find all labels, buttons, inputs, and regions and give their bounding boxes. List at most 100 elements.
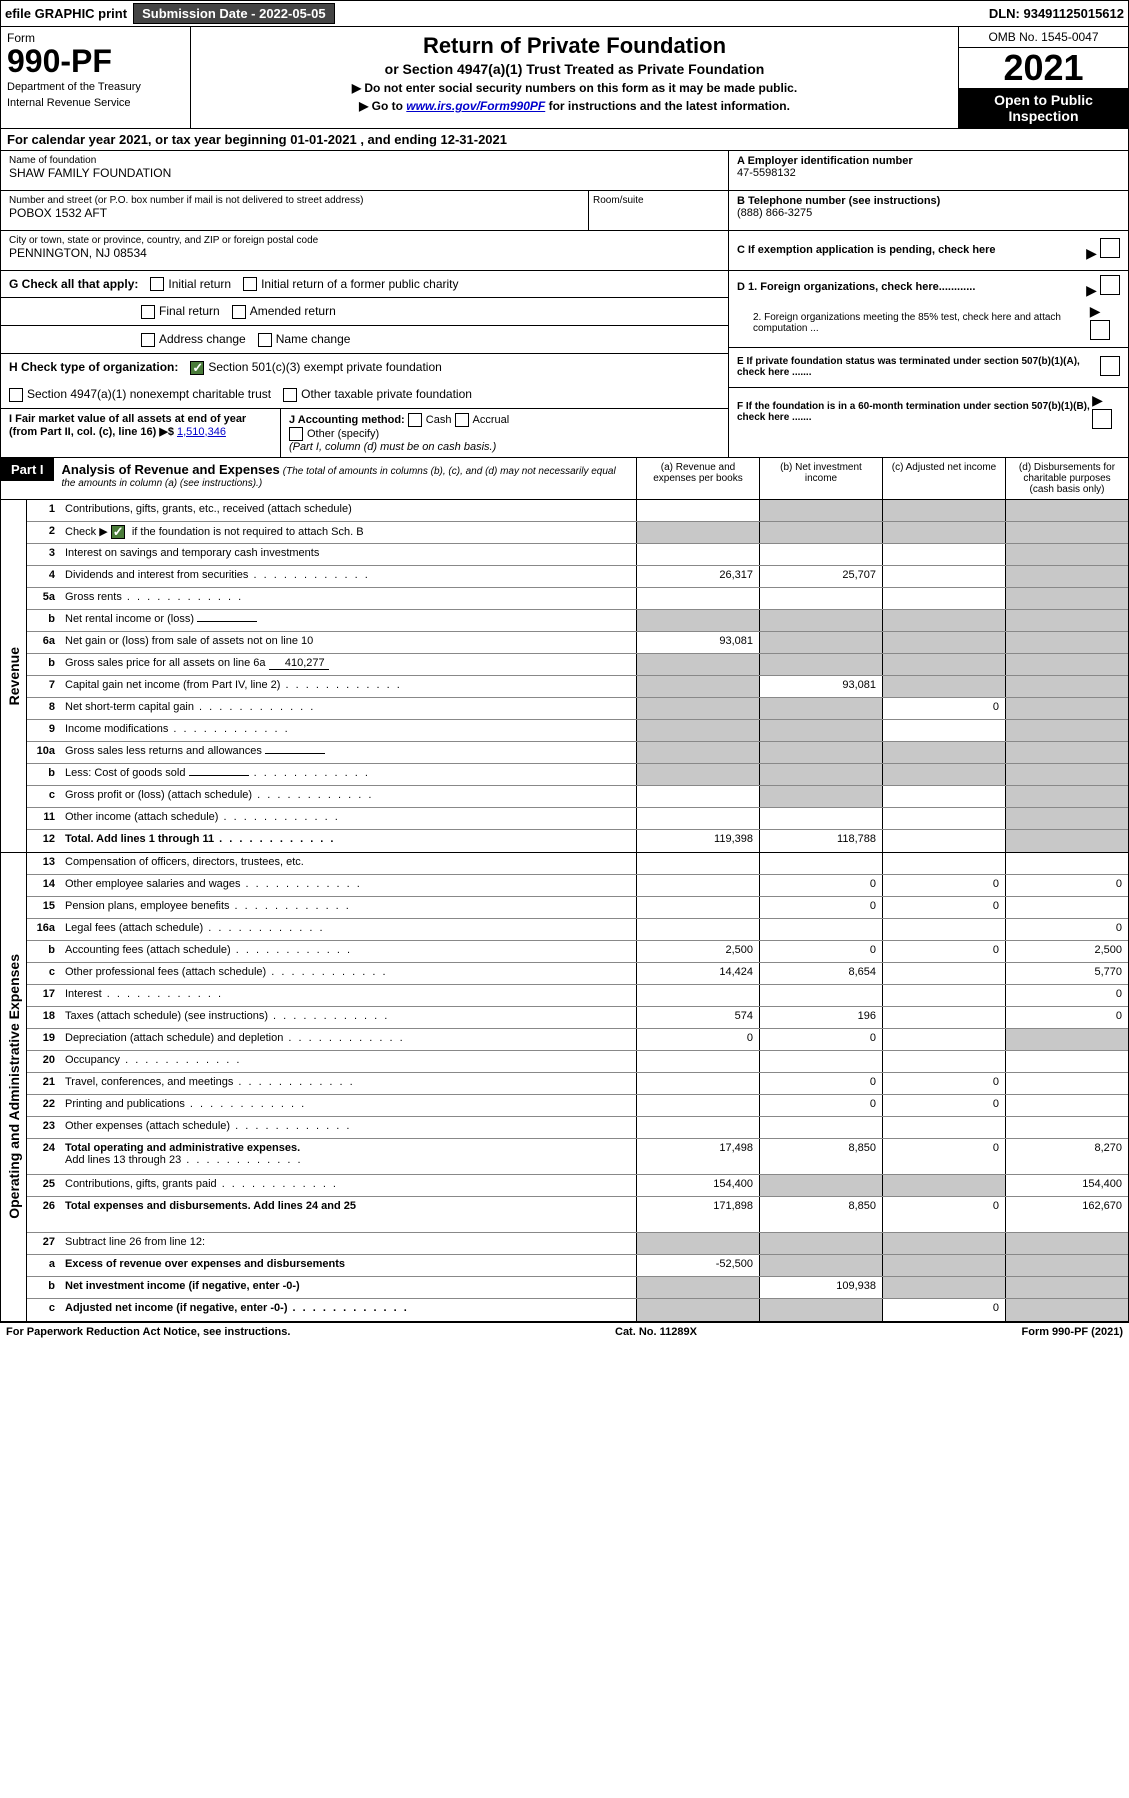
tax-year: 2021 — [959, 48, 1128, 88]
c-label: C If exemption application is pending, c… — [737, 244, 996, 256]
row-4: 4Dividends and interest from securities2… — [27, 566, 1128, 588]
row-5a: 5aGross rents — [27, 588, 1128, 610]
row-6a: 6aNet gain or (loss) from sale of assets… — [27, 632, 1128, 654]
name-label: Name of foundation — [9, 155, 720, 166]
row-14: 14Other employee salaries and wages000 — [27, 875, 1128, 897]
city-label: City or town, state or province, country… — [9, 235, 720, 246]
row-16b: bAccounting fees (attach schedule)2,5000… — [27, 941, 1128, 963]
row-20: 20Occupancy — [27, 1051, 1128, 1073]
g-opt-name[interactable]: Name change — [258, 332, 351, 347]
row-17: 17Interest0 — [27, 985, 1128, 1007]
g-opt-address[interactable]: Address change — [141, 332, 246, 347]
h-opt-501c3[interactable]: Section 501(c)(3) exempt private foundat… — [190, 360, 441, 375]
address-cell: Number and street (or P.O. box number if… — [1, 191, 588, 230]
entity-left: Name of foundation SHAW FAMILY FOUNDATIO… — [1, 151, 728, 457]
row-19: 19Depreciation (attach schedule) and dep… — [27, 1029, 1128, 1051]
tel-label: B Telephone number (see instructions) — [737, 195, 1120, 207]
d1-check[interactable]: ▶ — [1086, 275, 1120, 299]
row-6b: bGross sales price for all assets on lin… — [27, 654, 1128, 676]
calendar-year-row: For calendar year 2021, or tax year begi… — [0, 129, 1129, 151]
row-16a: 16aLegal fees (attach schedule)0 — [27, 919, 1128, 941]
schb-check[interactable] — [111, 525, 125, 539]
col-b-head: (b) Net investment income — [759, 458, 882, 499]
c-row: C If exemption application is pending, c… — [729, 231, 1128, 271]
form-id-block: Form 990-PF Department of the Treasury I… — [1, 27, 191, 128]
expense-table: Operating and Administrative Expenses 13… — [0, 853, 1129, 1322]
h-opt-4947[interactable]: Section 4947(a)(1) nonexempt charitable … — [9, 387, 271, 402]
efile-label[interactable]: efile GRAPHIC print — [5, 6, 127, 21]
g-check-row2: Final return Amended return — [1, 298, 728, 326]
f-check[interactable]: ▶ — [1092, 392, 1120, 432]
row-25: 25Contributions, gifts, grants paid154,4… — [27, 1175, 1128, 1197]
row-26: 26Total expenses and disbursements. Add … — [27, 1197, 1128, 1233]
submission-date: Submission Date - 2022-05-05 — [133, 3, 335, 24]
dept-treasury: Department of the Treasury — [7, 81, 184, 93]
part1-header: Part I Analysis of Revenue and Expenses … — [0, 458, 1129, 500]
e-check[interactable] — [1100, 356, 1120, 379]
d2-check[interactable]: ▶ — [1090, 303, 1120, 343]
ij-row: I Fair market value of all assets at end… — [1, 409, 728, 457]
form-subtitle: or Section 4947(a)(1) Trust Treated as P… — [197, 61, 952, 77]
addr-label: Number and street (or P.O. box number if… — [9, 195, 580, 206]
city-row: City or town, state or province, country… — [1, 231, 728, 271]
form-title-block: Return of Private Foundation or Section … — [191, 27, 958, 128]
row-10c: cGross profit or (loss) (attach schedule… — [27, 786, 1128, 808]
notice-pre: ▶ Go to — [359, 99, 406, 113]
f-label: F If the foundation is in a 60-month ter… — [737, 401, 1092, 423]
g-check-row: G Check all that apply: Initial return I… — [1, 271, 728, 299]
notice-link-row: ▶ Go to www.irs.gov/Form990PF for instru… — [197, 99, 952, 113]
top-bar-left: efile GRAPHIC print Submission Date - 20… — [5, 3, 335, 24]
revenue-tab: Revenue — [1, 500, 27, 852]
ein-value: 47-5598132 — [737, 167, 1120, 179]
row-24: 24Total operating and administrative exp… — [27, 1139, 1128, 1175]
footer-left: For Paperwork Reduction Act Notice, see … — [6, 1326, 290, 1338]
entity-right: A Employer identification number 47-5598… — [728, 151, 1128, 457]
row-12: 12Total. Add lines 1 through 11119,39811… — [27, 830, 1128, 852]
row-2: 2Check ▶ if the foundation is not requir… — [27, 522, 1128, 544]
form-year-block: OMB No. 1545-0047 2021 Open to Public In… — [958, 27, 1128, 128]
footer-right: Form 990-PF (2021) — [1022, 1326, 1123, 1338]
revenue-rows: 1Contributions, gifts, grants, etc., rec… — [27, 500, 1128, 852]
omb-number: OMB No. 1545-0047 — [959, 27, 1128, 48]
row-5b: bNet rental income or (loss) — [27, 610, 1128, 632]
part1-label: Part I — [1, 458, 54, 481]
j-other[interactable]: Other (specify) — [289, 428, 379, 440]
row-23: 23Other expenses (attach schedule) — [27, 1117, 1128, 1139]
g-opt-initial[interactable]: Initial return — [150, 277, 231, 292]
j-cash[interactable]: Cash — [408, 414, 452, 426]
c-check[interactable]: ▶ — [1086, 238, 1120, 262]
row-10b: bLess: Cost of goods sold — [27, 764, 1128, 786]
expense-tab: Operating and Administrative Expenses — [1, 853, 27, 1321]
footer: For Paperwork Reduction Act Notice, see … — [0, 1322, 1129, 1341]
form-link[interactable]: www.irs.gov/Form990PF — [406, 99, 545, 113]
g-opt-final[interactable]: Final return — [141, 304, 220, 319]
g-label: G Check all that apply: — [9, 277, 138, 291]
j-accrual[interactable]: Accrual — [455, 414, 510, 426]
row-8: 8Net short-term capital gain0 — [27, 698, 1128, 720]
entity-block: Name of foundation SHAW FAMILY FOUNDATIO… — [0, 151, 1129, 458]
form-number: 990-PF — [7, 45, 184, 77]
e-label: E If private foundation status was termi… — [737, 356, 1100, 378]
h-opt-other[interactable]: Other taxable private foundation — [283, 387, 472, 402]
col-d-head: (d) Disbursements for charitable purpose… — [1005, 458, 1128, 499]
city-state-zip: PENNINGTON, NJ 08534 — [9, 246, 720, 260]
row-21: 21Travel, conferences, and meetings00 — [27, 1073, 1128, 1095]
address-row: Number and street (or P.O. box number if… — [1, 191, 728, 231]
row-7: 7Capital gain net income (from Part IV, … — [27, 676, 1128, 698]
g-opt-initial-public[interactable]: Initial return of a former public charit… — [243, 277, 458, 292]
g-opt-amended[interactable]: Amended return — [232, 304, 336, 319]
col-a-head: (a) Revenue and expenses per books — [636, 458, 759, 499]
row-3: 3Interest on savings and temporary cash … — [27, 544, 1128, 566]
row-27c: cAdjusted net income (if negative, enter… — [27, 1299, 1128, 1321]
d-row: D 1. Foreign organizations, check here..… — [729, 271, 1128, 348]
e-row: E If private foundation status was termi… — [729, 348, 1128, 388]
row-16c: cOther professional fees (attach schedul… — [27, 963, 1128, 985]
tel-value: (888) 866-3275 — [737, 207, 1120, 219]
col-c-head: (c) Adjusted net income — [882, 458, 1005, 499]
room-cell: Room/suite — [588, 191, 728, 230]
dept-irs: Internal Revenue Service — [7, 97, 184, 109]
foundation-name: SHAW FAMILY FOUNDATION — [9, 166, 720, 180]
f-row: F If the foundation is in a 60-month ter… — [729, 388, 1128, 436]
j-note: (Part I, column (d) must be on cash basi… — [289, 441, 496, 453]
j-cell: J Accounting method: Cash Accrual Other … — [281, 409, 728, 457]
